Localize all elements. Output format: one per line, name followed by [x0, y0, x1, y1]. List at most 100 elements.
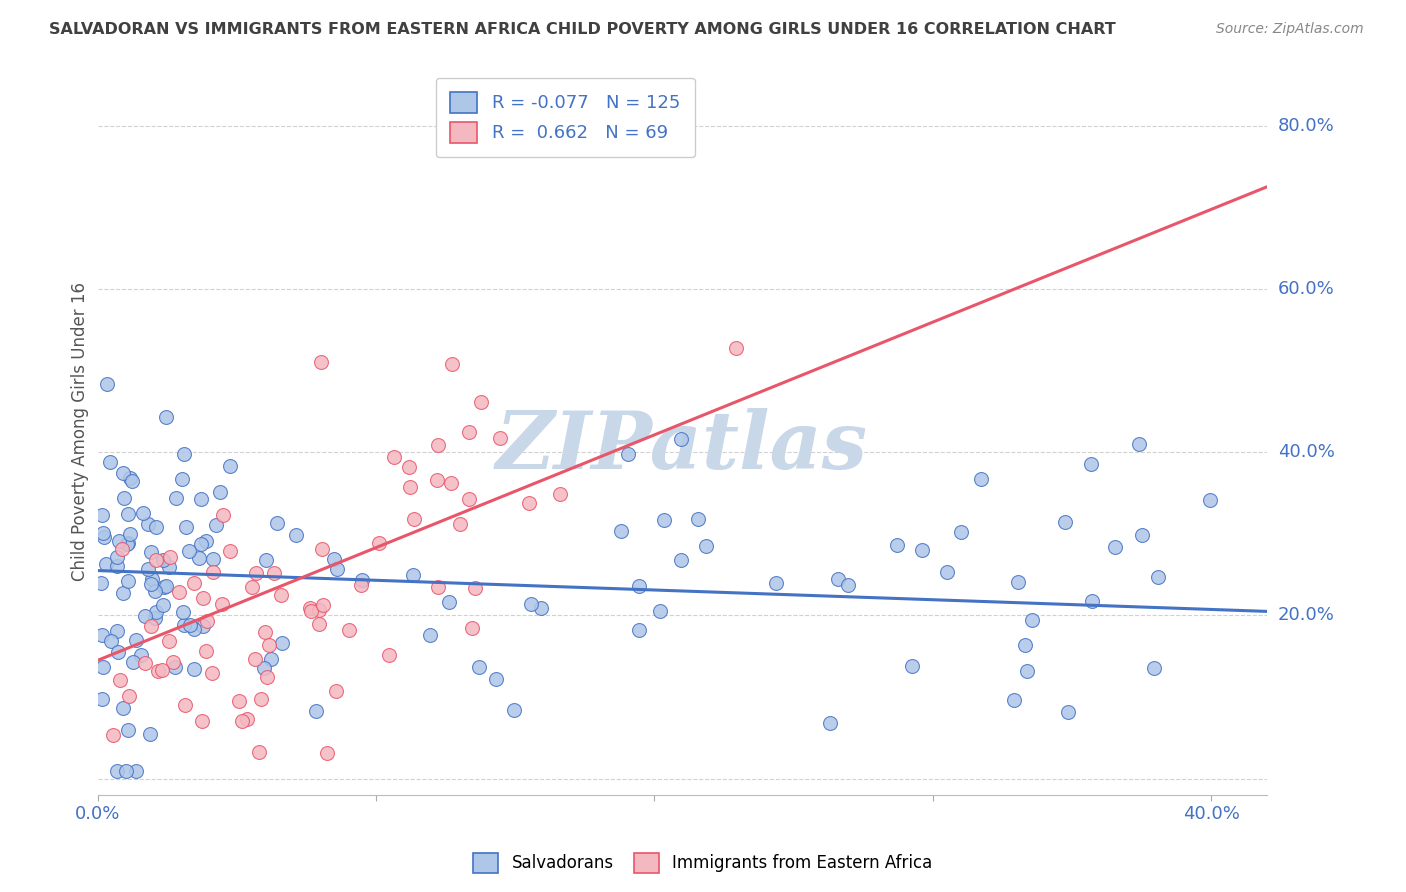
Point — [145, 583, 167, 598]
Point — [378, 648, 401, 662]
Point — [98, 455, 121, 469]
Point — [93, 525, 115, 540]
Point — [309, 354, 332, 368]
Point — [686, 512, 709, 526]
Point — [112, 700, 135, 714]
Point — [100, 634, 122, 648]
Text: Source: ZipAtlas.com: Source: ZipAtlas.com — [1216, 22, 1364, 37]
Point — [458, 491, 481, 506]
Point — [253, 661, 276, 675]
Text: SALVADORAN VS IMMIGRANTS FROM EASTERN AFRICA CHILD POVERTY AMONG GIRLS UNDER 16 : SALVADORAN VS IMMIGRANTS FROM EASTERN AF… — [49, 22, 1116, 37]
Point — [188, 550, 211, 565]
Point — [139, 577, 162, 591]
Point — [122, 655, 145, 669]
Text: ZIPatlas: ZIPatlas — [496, 408, 869, 485]
Point — [117, 723, 139, 737]
Point — [1143, 661, 1166, 675]
Point — [190, 537, 212, 551]
Point — [231, 714, 253, 728]
Point — [349, 578, 371, 592]
Point — [1199, 492, 1222, 507]
Point — [159, 549, 181, 564]
Point — [1007, 575, 1029, 590]
Point — [105, 550, 128, 565]
Point — [101, 728, 124, 742]
Point — [165, 491, 187, 505]
Point — [312, 599, 335, 613]
Point — [315, 746, 337, 760]
Point — [111, 586, 134, 600]
Point — [195, 533, 218, 548]
Point — [218, 458, 240, 473]
Point — [669, 432, 692, 446]
Point — [183, 662, 205, 676]
Point — [96, 376, 118, 391]
Point — [250, 691, 273, 706]
Point — [118, 471, 141, 485]
Point — [440, 357, 463, 371]
Point — [337, 624, 360, 638]
Point — [426, 473, 449, 487]
Legend: Salvadorans, Immigrants from Eastern Africa: Salvadorans, Immigrants from Eastern Afr… — [467, 847, 939, 880]
Text: 20.0%: 20.0% — [1278, 607, 1334, 624]
Point — [489, 432, 512, 446]
Point — [201, 666, 224, 681]
Point — [257, 638, 280, 652]
Point — [440, 476, 463, 491]
Point — [470, 395, 492, 409]
Text: 80.0%: 80.0% — [1278, 117, 1334, 135]
Point — [671, 553, 693, 567]
Point — [308, 617, 330, 632]
Point — [125, 764, 148, 778]
Point — [263, 566, 285, 581]
Point — [174, 520, 197, 534]
Point — [212, 508, 235, 522]
Point — [117, 574, 139, 588]
Point — [1128, 436, 1150, 450]
Point — [155, 579, 177, 593]
Point — [419, 628, 441, 642]
Text: 60.0%: 60.0% — [1278, 280, 1334, 298]
Point — [117, 507, 139, 521]
Point — [460, 621, 482, 635]
Point — [627, 623, 650, 637]
Point — [1147, 570, 1170, 584]
Point — [969, 472, 991, 486]
Point — [725, 341, 748, 355]
Point — [111, 542, 134, 557]
Point — [1054, 515, 1077, 529]
Point — [402, 568, 425, 582]
Point — [259, 652, 281, 666]
Point — [155, 409, 177, 424]
Point — [299, 604, 322, 618]
Point — [1081, 594, 1104, 608]
Point — [1057, 705, 1080, 719]
Point — [1104, 540, 1126, 554]
Point — [132, 507, 155, 521]
Point — [648, 604, 671, 618]
Point — [1130, 528, 1153, 542]
Point — [193, 591, 215, 605]
Point — [129, 648, 152, 662]
Point — [90, 692, 112, 706]
Point — [120, 527, 142, 541]
Point — [243, 651, 266, 665]
Point — [449, 517, 471, 532]
Point — [193, 619, 215, 633]
Point — [105, 764, 128, 778]
Point — [195, 644, 218, 658]
Point — [530, 600, 553, 615]
Point — [115, 764, 138, 778]
Point — [326, 561, 349, 575]
Point — [382, 450, 405, 464]
Point — [228, 694, 250, 708]
Point — [107, 644, 129, 658]
Point — [112, 491, 135, 505]
Point — [1014, 638, 1036, 652]
Point — [247, 745, 270, 759]
Point — [136, 562, 159, 576]
Point — [183, 576, 205, 591]
Point — [617, 447, 640, 461]
Point — [427, 580, 450, 594]
Point — [179, 618, 201, 632]
